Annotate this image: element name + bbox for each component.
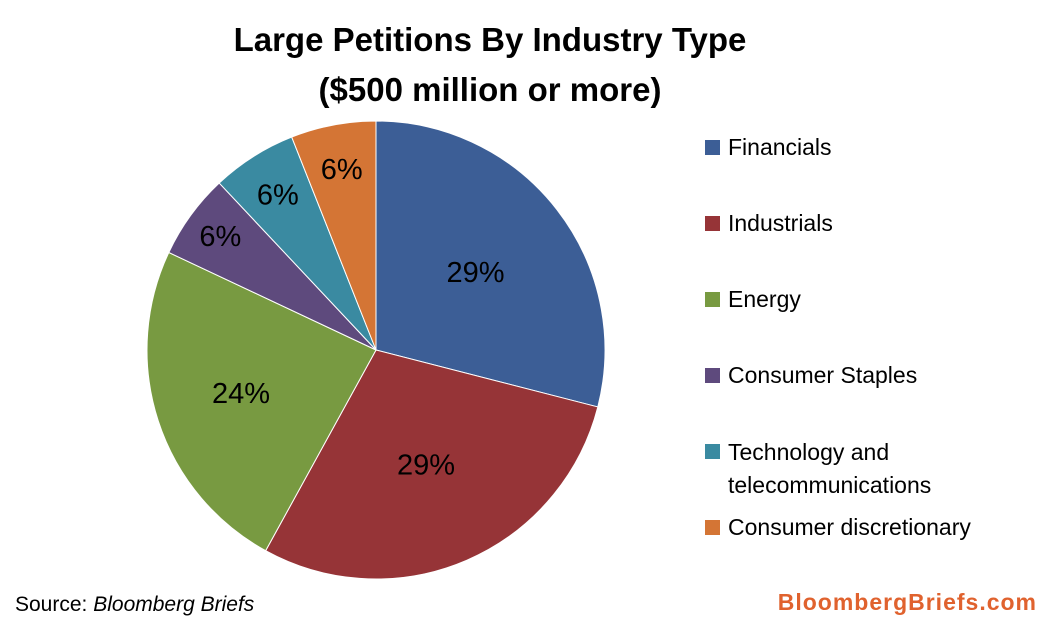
- source-label: Source:: [15, 593, 88, 616]
- legend-swatch: [705, 216, 720, 231]
- legend-label: Industrials: [728, 210, 833, 236]
- legend-label: Consumer Staples: [728, 362, 918, 388]
- legend-swatch: [705, 140, 720, 155]
- slice-label: 6%: [257, 179, 299, 211]
- slice-label: 29%: [446, 257, 504, 289]
- slice-label: 24%: [212, 378, 270, 410]
- legend-label: Energy: [728, 286, 801, 312]
- legend-label: Consumer discretionary: [728, 514, 971, 540]
- brand-logo: BloombergBriefs.com: [777, 589, 1037, 615]
- pie-slice-financials: [375, 120, 606, 408]
- pie-slice-consumer-discretionary: [291, 120, 377, 351]
- legend-swatch: [705, 292, 720, 307]
- legend-label: Technology and telecommunications: [728, 439, 932, 498]
- source-name: Bloomberg Briefs: [93, 593, 255, 616]
- chart-subtitle: ($500 million or more): [318, 71, 662, 108]
- slice-label: 29%: [397, 450, 455, 482]
- legend-swatch: [705, 444, 720, 459]
- chart-title: Large Petitions By Industry Type: [233, 21, 747, 58]
- slice-label: 6%: [321, 154, 363, 186]
- legend-label: Financials: [728, 134, 832, 160]
- slice-label: 6%: [199, 221, 241, 253]
- pie-slice-industrials: [264, 349, 599, 580]
- source-note: Source: Bloomberg Briefs: [15, 593, 254, 617]
- legend-swatch: [705, 368, 720, 383]
- legend-swatch: [705, 520, 720, 535]
- pie-slice-energy: [146, 251, 377, 552]
